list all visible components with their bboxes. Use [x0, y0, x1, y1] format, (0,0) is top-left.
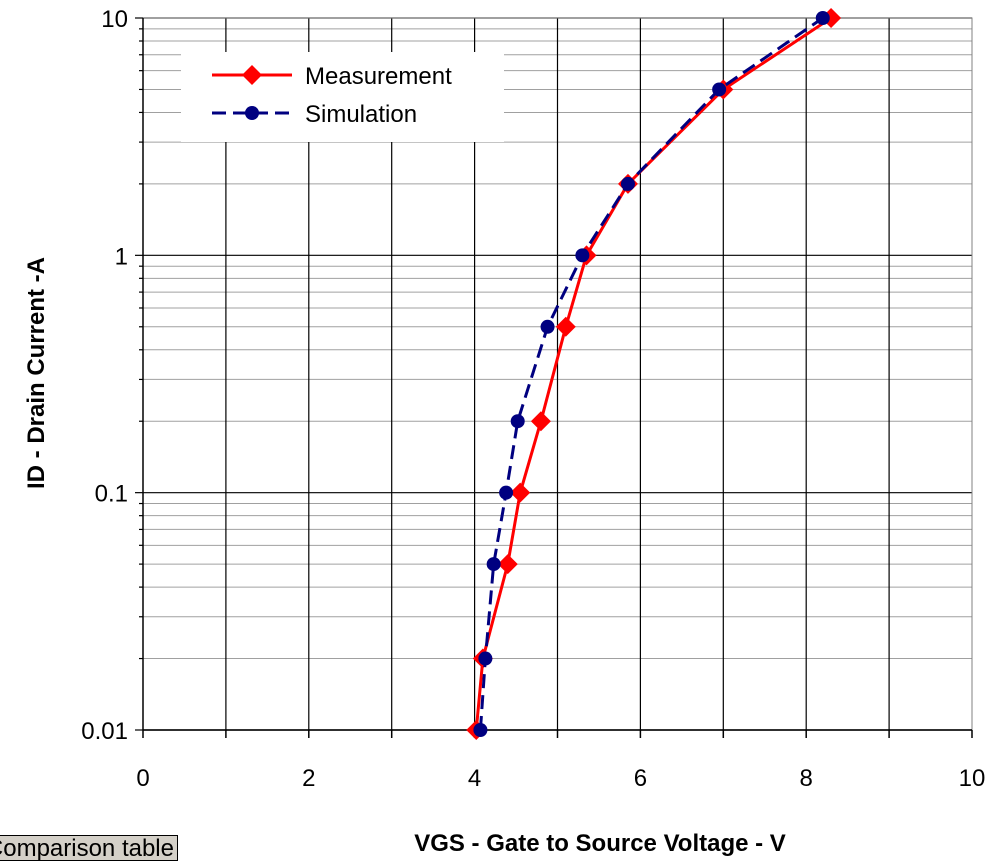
labels-layer: 0 2 4 6 8 10 0.01 0.1 1 10 — [81, 6, 985, 792]
data-point — [242, 65, 262, 85]
data-point — [555, 316, 576, 337]
data-point — [473, 723, 488, 737]
x-tick-label: 0 — [136, 765, 149, 792]
x-axis-title: VGS - Gate to Source Voltage - V — [414, 830, 786, 857]
y-axis-title: ID - Drain Current -A — [23, 257, 50, 489]
series-line — [474, 16, 832, 731]
data-point — [486, 557, 501, 572]
series-simulation — [473, 11, 830, 737]
legend-label: Measurement — [305, 63, 452, 90]
legend-box — [181, 52, 504, 142]
data-point — [510, 414, 525, 429]
data-point — [575, 248, 590, 263]
x-tick-label: 6 — [634, 765, 647, 792]
comparison-table-tab[interactable]: Comparison table — [0, 835, 178, 861]
data-point — [497, 554, 518, 575]
data-point — [510, 482, 531, 503]
x-tick-label: 2 — [302, 765, 315, 792]
y-tick-label: 0.1 — [95, 481, 128, 508]
y-tick-label: 10 — [101, 6, 128, 33]
series-measurement — [466, 8, 842, 740]
y-tick-label: 1 — [115, 243, 128, 270]
data-point — [499, 485, 514, 500]
data-point — [540, 319, 555, 334]
x-tick-label: 10 — [959, 765, 986, 792]
legend-label: Simulation — [305, 101, 417, 128]
data-point — [620, 176, 635, 191]
data-point — [530, 411, 551, 432]
axes-layer — [135, 17, 973, 738]
x-tick-label: 8 — [800, 765, 813, 792]
data-point — [478, 651, 493, 666]
series-layer — [466, 8, 842, 740]
x-tick-label: 4 — [468, 765, 481, 792]
y-tick-label: 0.01 — [81, 718, 128, 745]
legend: Measurement Simulation — [181, 52, 504, 142]
data-point — [815, 11, 830, 25]
data-point — [712, 82, 727, 97]
series-line — [478, 16, 824, 731]
data-point — [245, 106, 259, 120]
